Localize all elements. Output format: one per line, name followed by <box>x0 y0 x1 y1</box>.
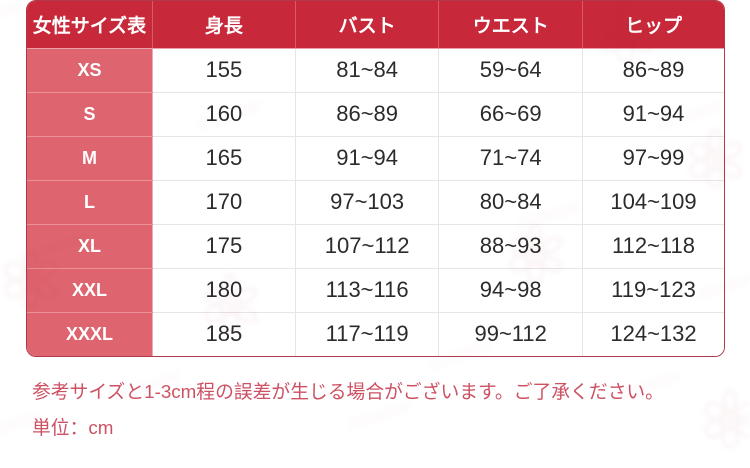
svg-text:coswow: coswow <box>0 0 23 34</box>
